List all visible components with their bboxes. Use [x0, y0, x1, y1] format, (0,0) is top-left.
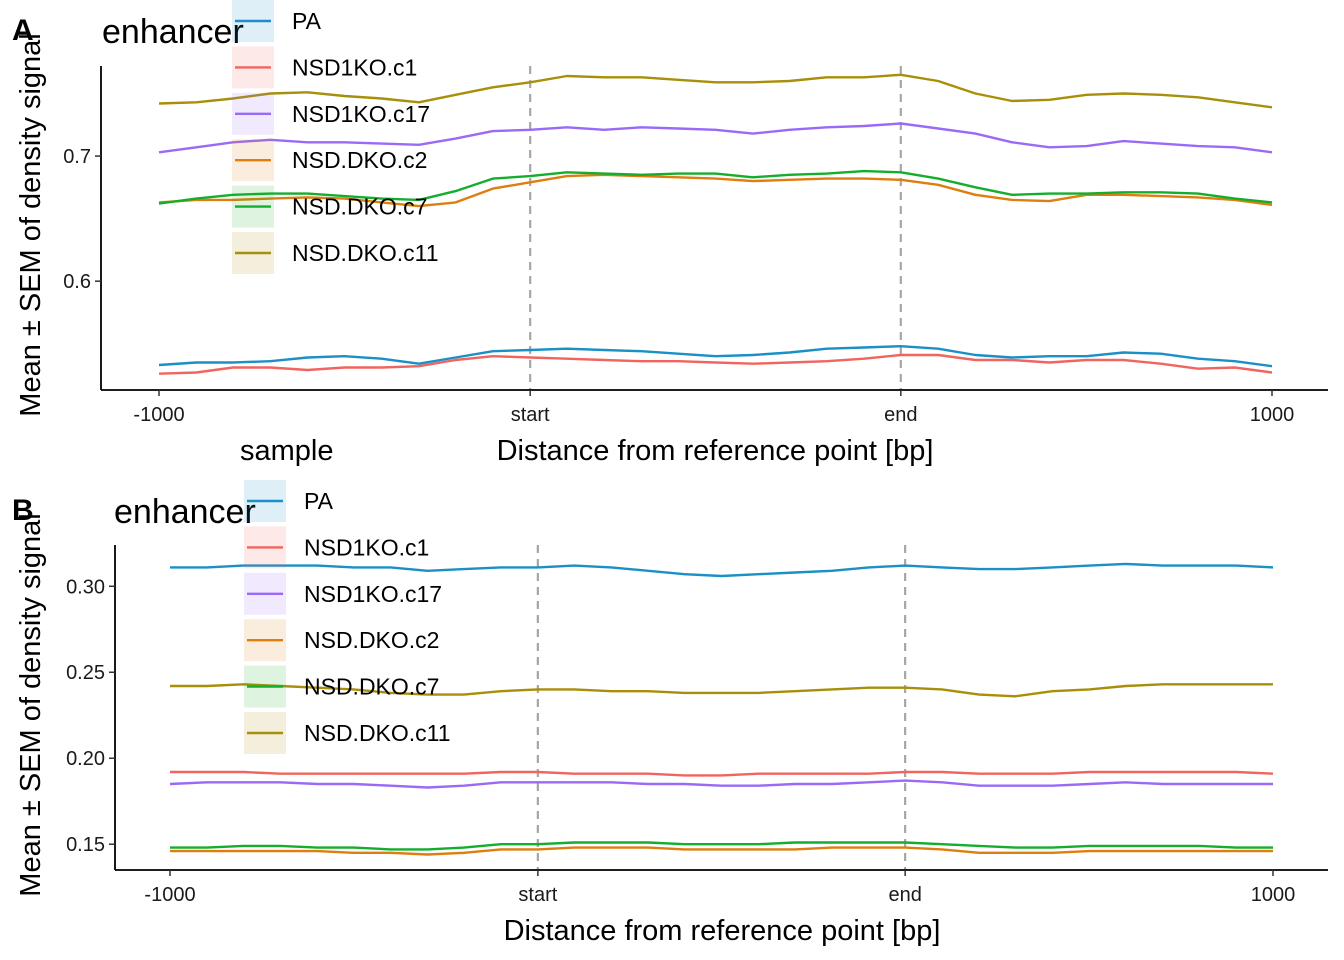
y-tick-label: 0.25 [66, 662, 105, 684]
y-axis-label: Mean ± SEM of density signal [15, 513, 47, 896]
y-tick-label: 0.20 [66, 748, 105, 770]
x-tick-label: end [884, 404, 917, 426]
legend-label: NSD1KO.c17 [292, 101, 430, 127]
panel-tag: B [12, 494, 34, 527]
legend-label: NSD.DKO.c11 [292, 240, 439, 266]
x-axis-label: Distance from reference point [bp] [497, 435, 934, 467]
plot-title: enhancer [102, 13, 244, 51]
x-tick-label: start [511, 404, 550, 426]
panel-a: Mean ± SEM of density signal 0.6 0.7 -1000… [12, 0, 1328, 467]
series-line [158, 73, 1273, 109]
y-tick-label: 0.30 [66, 576, 105, 598]
legend-label: PA [304, 488, 334, 514]
legend: PA NSD1KO.c1 NSD1KO.c17 NSD.DKO.c2 NSD.DKO.c… [232, 0, 439, 274]
legend-label: NSD.DKO.c11 [304, 720, 451, 746]
y-tick-label: 0.15 [66, 834, 105, 856]
legend-label: NSD.DKO.c2 [292, 147, 427, 173]
legend: PA NSD1KO.c1 NSD1KO.c17 NSD.DKO.c2 NSD.DKO.c… [244, 480, 451, 754]
legend-label: NSD.DKO.c7 [292, 194, 427, 220]
legend-label: NSD.DKO.c7 [304, 674, 439, 700]
x-tick-label: 1000 [1250, 404, 1295, 426]
series-line [170, 683, 1273, 698]
legend-label: NSD1KO.c17 [304, 581, 442, 607]
series-line [170, 846, 1273, 856]
x-tick-label: end [888, 884, 921, 906]
x-tick-label: 1000 [1251, 884, 1296, 906]
legend-title: sample [240, 435, 334, 467]
series-line [170, 770, 1274, 777]
series-line [170, 562, 1274, 578]
y-axis-label: Mean ± SEM of density signal [15, 33, 47, 416]
legend-label: NSD.DKO.c2 [304, 627, 439, 653]
x-tick-label: -1000 [144, 884, 195, 906]
x-axis-label: Distance from reference point [bp] [504, 915, 941, 947]
legend-label: NSD1KO.c1 [292, 54, 417, 80]
series-line [169, 779, 1273, 789]
panel-tag: A [12, 14, 34, 47]
x-tick-label: -1000 [133, 404, 184, 426]
series-line [158, 122, 1273, 154]
legend-label: PA [292, 8, 322, 34]
legend-label: NSD1KO.c1 [304, 534, 429, 560]
plot-title: enhancer [114, 493, 256, 531]
series-line [158, 345, 1273, 368]
series-line [158, 169, 1273, 205]
series-line [158, 353, 1273, 375]
panel-b: Mean ± SEM of density signal 0.15 0.20 0.2… [12, 480, 1328, 947]
y-tick-label: 0.7 [63, 146, 91, 168]
series-line [170, 841, 1273, 851]
x-tick-label: start [518, 884, 557, 906]
y-tick-label: 0.6 [63, 271, 91, 293]
